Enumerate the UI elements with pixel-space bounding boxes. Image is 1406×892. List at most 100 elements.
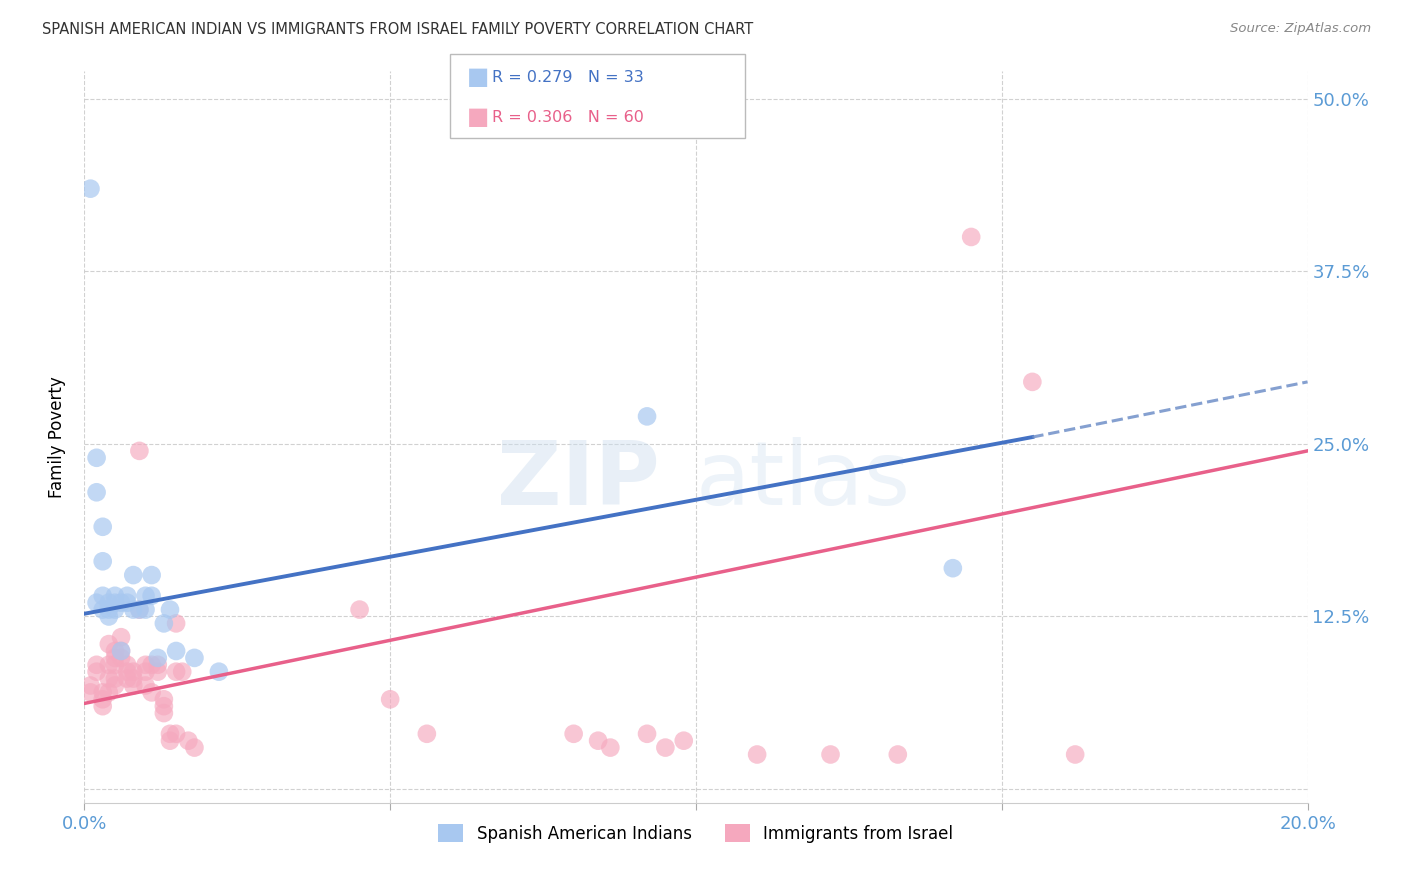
Point — [153, 706, 176, 720]
Point — [172, 665, 194, 679]
Point — [128, 443, 150, 458]
Text: ■: ■ — [467, 65, 489, 89]
Point — [91, 602, 114, 616]
Point — [1021, 375, 1043, 389]
Point — [135, 602, 157, 616]
Point — [135, 589, 157, 603]
Point — [97, 602, 120, 616]
Point — [86, 665, 108, 679]
Point — [91, 520, 114, 534]
Text: R = 0.279   N = 33: R = 0.279 N = 33 — [492, 70, 644, 85]
Y-axis label: Family Poverty: Family Poverty — [48, 376, 66, 498]
Point — [636, 727, 658, 741]
Point — [79, 685, 101, 699]
Point — [153, 692, 176, 706]
Point — [141, 589, 163, 603]
Point — [586, 733, 609, 747]
Text: ■: ■ — [467, 105, 489, 129]
Point — [97, 685, 120, 699]
Point — [183, 651, 205, 665]
Point — [79, 182, 101, 196]
Point — [349, 602, 371, 616]
Point — [960, 230, 983, 244]
Text: Source: ZipAtlas.com: Source: ZipAtlas.com — [1230, 22, 1371, 36]
Text: atlas: atlas — [696, 437, 911, 524]
Text: ZIP: ZIP — [496, 437, 659, 524]
Point — [86, 596, 108, 610]
Point — [165, 727, 187, 741]
Point — [159, 733, 181, 747]
Point — [135, 678, 157, 692]
Point — [636, 409, 658, 424]
Point — [115, 589, 138, 603]
Point — [141, 657, 163, 672]
Point — [562, 727, 585, 741]
Point — [91, 685, 114, 699]
Point — [97, 609, 120, 624]
Point — [135, 665, 157, 679]
Point — [165, 616, 187, 631]
Point — [208, 665, 231, 679]
Point — [887, 747, 910, 762]
Legend: Spanish American Indians, Immigrants from Israel: Spanish American Indians, Immigrants fro… — [432, 818, 960, 849]
Point — [110, 651, 132, 665]
Point — [104, 678, 127, 692]
Point — [110, 644, 132, 658]
Point — [97, 596, 120, 610]
Point — [91, 554, 114, 568]
Point — [135, 657, 157, 672]
Point — [128, 602, 150, 616]
Point — [1064, 747, 1087, 762]
Point — [146, 665, 169, 679]
Point — [110, 596, 132, 610]
Point — [86, 485, 108, 500]
Point — [79, 678, 101, 692]
Point — [672, 733, 695, 747]
Point — [122, 678, 145, 692]
Point — [146, 651, 169, 665]
Point — [942, 561, 965, 575]
Point — [380, 692, 402, 706]
Point — [159, 727, 181, 741]
Point — [97, 672, 120, 686]
Point — [599, 740, 621, 755]
Text: R = 0.306   N = 60: R = 0.306 N = 60 — [492, 110, 644, 125]
Point — [86, 450, 108, 465]
Point — [416, 727, 439, 741]
Point — [104, 589, 127, 603]
Point — [122, 665, 145, 679]
Point — [146, 657, 169, 672]
Point — [104, 657, 127, 672]
Point — [128, 602, 150, 616]
Point — [104, 644, 127, 658]
Point — [115, 657, 138, 672]
Point — [141, 568, 163, 582]
Point — [165, 665, 187, 679]
Point — [86, 657, 108, 672]
Point — [91, 692, 114, 706]
Point — [747, 747, 769, 762]
Point — [104, 651, 127, 665]
Point — [115, 596, 138, 610]
Point — [183, 740, 205, 755]
Point — [122, 602, 145, 616]
Point — [153, 616, 176, 631]
Text: SPANISH AMERICAN INDIAN VS IMMIGRANTS FROM ISRAEL FAMILY POVERTY CORRELATION CHA: SPANISH AMERICAN INDIAN VS IMMIGRANTS FR… — [42, 22, 754, 37]
Point — [104, 602, 127, 616]
Point — [165, 644, 187, 658]
Point — [97, 657, 120, 672]
Point — [115, 665, 138, 679]
Point — [820, 747, 842, 762]
Point — [91, 589, 114, 603]
Point — [122, 568, 145, 582]
Point — [110, 630, 132, 644]
Point — [177, 733, 200, 747]
Point — [110, 644, 132, 658]
Point — [122, 672, 145, 686]
Point — [104, 672, 127, 686]
Point — [104, 596, 127, 610]
Point — [97, 637, 120, 651]
Point — [141, 685, 163, 699]
Point — [115, 672, 138, 686]
Point — [91, 699, 114, 714]
